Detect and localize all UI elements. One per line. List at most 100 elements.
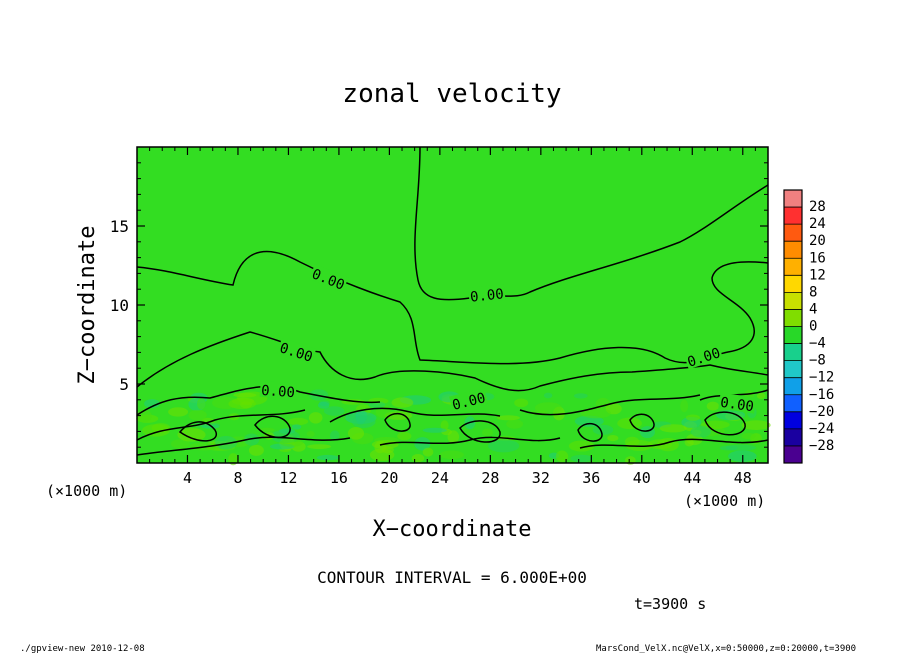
turbulence-blob: [570, 454, 594, 463]
colorbar-swatch: [784, 411, 802, 430]
contour-line: [379, 436, 561, 446]
y-axis: 5 10 15: [110, 162, 768, 448]
colorbar-swatch: [784, 224, 802, 242]
contour-line: [329, 407, 501, 423]
turbulence-blob: [496, 415, 520, 421]
turbulence-blob: [188, 409, 207, 421]
x-tick-label: 36: [582, 469, 600, 487]
turbulence-blob: [573, 393, 588, 399]
y-axis-label: Z−coordinate: [75, 226, 100, 385]
contour-line: [178, 421, 218, 442]
colorbar-label: 20: [809, 233, 826, 249]
turbulence-blob: [391, 397, 414, 408]
turbulence-blob: [690, 425, 712, 438]
footer-right: MarsCond_VelX.nc@VelX,x=0:50000,z=0:2000…: [596, 644, 856, 654]
turbulence-blob: [725, 444, 757, 451]
turbulence-blob: [555, 450, 569, 463]
contour-line: [629, 413, 655, 432]
turbulence-blob: [330, 430, 340, 441]
turbulence-blob: [316, 454, 339, 461]
x-tick-label: 24: [431, 469, 449, 487]
x-tick-label: 28: [481, 469, 499, 487]
colorbar-swatch: [784, 326, 802, 345]
turbulence-blob: [607, 435, 619, 442]
turbulence-blob: [384, 411, 413, 420]
footer-left: ./gpview-new 2010-12-08: [20, 644, 145, 654]
x-tick-label: 4: [183, 469, 192, 487]
contour-line: [136, 436, 351, 456]
colorbar-swatch: [784, 190, 802, 208]
turbulence-blob: [288, 417, 309, 426]
colorbar-label: 12: [809, 267, 826, 283]
colorbar-swatch: [784, 445, 802, 464]
colorbar-label: −12: [809, 370, 834, 386]
chart-title: zonal velocity: [342, 79, 561, 109]
contour-interval: CONTOUR INTERVAL = 6.000E+00: [317, 568, 587, 587]
x-tick-label: 40: [633, 469, 651, 487]
colorbar-label: 4: [809, 301, 817, 317]
colorbar-label: 28: [809, 199, 826, 215]
colorbar-label: −16: [809, 387, 834, 403]
turbulence-blob: [308, 412, 323, 424]
y-tick-label: 10: [110, 296, 129, 315]
x-axis-label: X−coordinate: [373, 517, 532, 542]
turbulence-blob: [351, 415, 376, 428]
colorbar-swatch: [784, 428, 802, 447]
y-tick-label: 15: [110, 217, 129, 236]
turbulence-blob: [369, 448, 395, 462]
turbulence-blob: [514, 398, 529, 408]
colorbar-label: 8: [809, 284, 817, 300]
contour-line: [459, 420, 501, 443]
turbulence-blob: [244, 433, 260, 446]
colorbar-label: 16: [809, 250, 826, 266]
contour-label: 0.00: [261, 383, 296, 401]
colorbar-swatch: [784, 394, 802, 413]
turbulence-blob: [318, 401, 330, 409]
turbulence-blob: [177, 428, 206, 442]
turbulence-blob: [197, 398, 206, 410]
turbulence-blob: [617, 417, 642, 430]
colorbar-label: 24: [809, 216, 826, 232]
contour-line: [136, 331, 769, 392]
contour-line: [254, 415, 291, 439]
contour-line: [519, 394, 701, 416]
colorbar-frame: [783, 189, 803, 464]
colorbar-swatch: [784, 275, 802, 293]
turbulence-blob: [171, 439, 190, 449]
plot-area: [137, 147, 768, 463]
turbulence-blob: [741, 432, 756, 440]
colorbar-swatch: [784, 343, 802, 362]
turbulence-blob: [144, 399, 160, 409]
turbulence-blob: [307, 444, 331, 449]
turbulence-blob: [397, 431, 412, 441]
turbulence-blob: [580, 408, 612, 419]
turbulence-blob: [323, 406, 345, 416]
x-tick-label: 44: [683, 469, 701, 487]
turbulence-blob: [422, 447, 434, 457]
colorbar-label: −8: [809, 353, 826, 369]
contour-line: [136, 409, 306, 441]
colorbar-swatch: [784, 309, 802, 327]
turbulence-blob: [592, 424, 614, 435]
x-axis: 4 8 12 16 20 24 28 32 36 40 44 48: [149, 147, 756, 487]
turbulence-blob: [680, 399, 689, 413]
colorbar-swatch: [784, 292, 802, 310]
turbulence-blob: [228, 398, 256, 410]
turbulence-blob: [259, 427, 275, 432]
turbulence-blob: [447, 430, 460, 444]
colorbar-label: 0: [809, 319, 817, 335]
near-surface-turbulence: [136, 389, 771, 466]
turbulence-blob: [534, 402, 562, 414]
colorbar-label: −24: [809, 421, 834, 437]
time-label: t=3900 s: [634, 595, 706, 613]
turbulence-blob: [685, 414, 700, 421]
colorbar-label: −4: [809, 336, 826, 352]
colorbar-swatch: [784, 241, 802, 259]
turbulence-blob: [568, 440, 595, 452]
turbulence-blob: [625, 439, 653, 451]
turbulence-blob: [280, 438, 304, 447]
turbulence-blob: [368, 401, 386, 409]
x-tick-label: 8: [233, 469, 242, 487]
